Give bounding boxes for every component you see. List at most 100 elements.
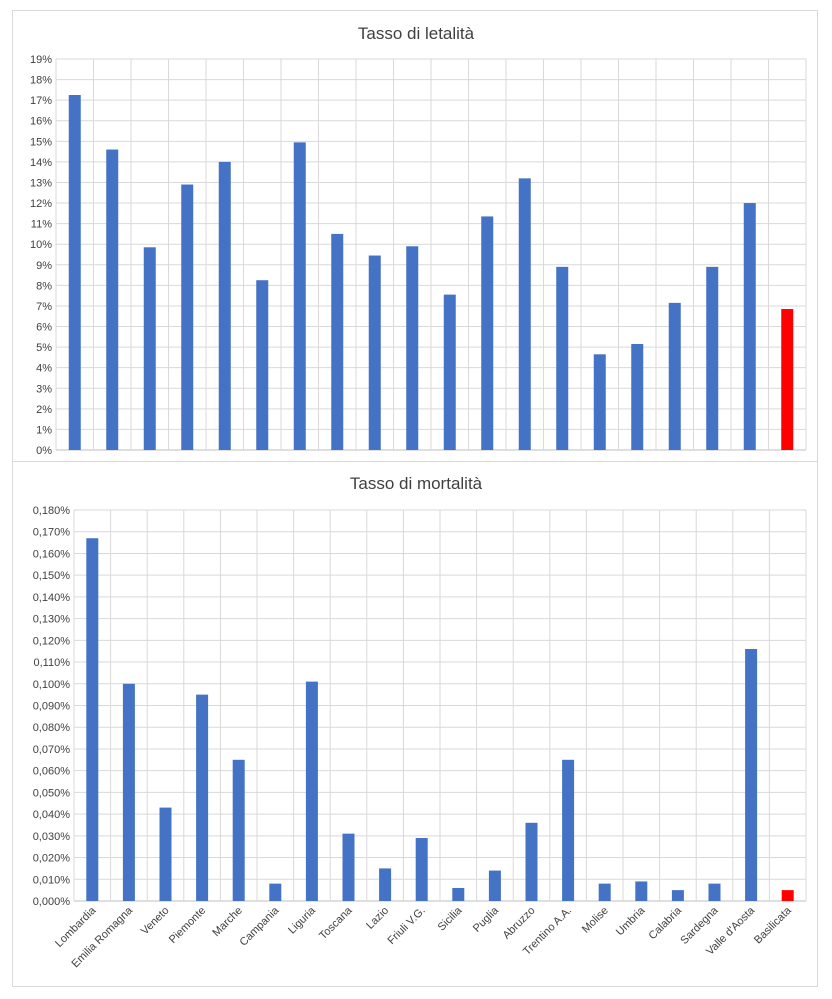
bar-friuli-v-g- bbox=[415, 838, 428, 901]
bars bbox=[68, 95, 794, 451]
x-tick-label: Piemonte bbox=[167, 905, 208, 946]
y-tick-label: 3% bbox=[36, 383, 52, 395]
bar-puglia bbox=[481, 216, 494, 450]
bar-lazio bbox=[368, 255, 381, 450]
bar-lombardia bbox=[68, 95, 81, 451]
bar-friuli-v-g- bbox=[406, 246, 419, 450]
y-tick-label: 0,020% bbox=[33, 853, 71, 865]
bar-veneto bbox=[143, 247, 156, 450]
y-tick-label: 0,080% bbox=[33, 722, 71, 734]
y-tick-label: 0,070% bbox=[33, 744, 71, 756]
bar-sardegna bbox=[706, 266, 719, 450]
bar-trentino-a-a- bbox=[556, 266, 569, 450]
bar-piemonte bbox=[196, 694, 209, 901]
y-tick-label: 19% bbox=[30, 54, 52, 66]
x-tick-label: Lazio bbox=[364, 905, 391, 932]
y-tick-label: 0% bbox=[36, 445, 52, 457]
y-tick-labels: 0,000% 0,010% 0,020% 0,030% 0,040% 0,050% 0,06… bbox=[33, 505, 71, 908]
y-tick-label: 0,090% bbox=[33, 701, 71, 713]
bar-abruzzo bbox=[525, 822, 538, 901]
y-tick-label: 10% bbox=[30, 239, 52, 251]
x-tick-label: Umbria bbox=[614, 904, 648, 938]
bar-molise bbox=[598, 883, 611, 901]
y-tick-label: 7% bbox=[36, 301, 52, 313]
bar-umbria bbox=[635, 881, 648, 901]
y-tick-label: 0,100% bbox=[33, 679, 71, 691]
y-tick-label: 0,160% bbox=[33, 548, 71, 560]
y-tick-label: 18% bbox=[30, 75, 52, 87]
bar-sicilia bbox=[452, 887, 465, 901]
y-tick-label: 0,130% bbox=[33, 614, 71, 626]
y-tick-label: 0,110% bbox=[34, 657, 71, 669]
y-tick-label: 16% bbox=[30, 116, 52, 128]
y-tick-label: 0,120% bbox=[33, 635, 71, 647]
x-tick-label: Veneto bbox=[139, 905, 172, 938]
bar-calabria bbox=[668, 302, 681, 450]
x-tick-label: Liguria bbox=[286, 904, 318, 936]
chart-mortalita-svg: Tasso di mortalità 0,000%0,010%0,020%0,0… bbox=[33, 474, 807, 970]
bar-emilia-romagna bbox=[106, 149, 119, 450]
bars bbox=[86, 538, 794, 901]
bar-toscana bbox=[342, 833, 355, 901]
y-tick-label: 0,150% bbox=[33, 570, 71, 582]
bar-umbria bbox=[631, 344, 644, 450]
bar-basilicata bbox=[781, 890, 794, 901]
y-tick-label: 0,010% bbox=[33, 874, 71, 886]
x-tick-label: Toscana bbox=[317, 904, 355, 942]
bar-liguria bbox=[305, 681, 318, 901]
bar-emilia-romagna bbox=[122, 683, 135, 901]
grid-lines bbox=[73, 509, 807, 902]
y-tick-label: 6% bbox=[36, 322, 52, 334]
bar-toscana bbox=[331, 233, 344, 450]
y-tick-label: 4% bbox=[36, 363, 52, 375]
y-tick-label: 13% bbox=[30, 177, 52, 189]
bar-piemonte bbox=[181, 184, 194, 450]
bar-lombardia bbox=[86, 538, 99, 901]
bar-lazio bbox=[379, 868, 392, 901]
bar-campania bbox=[256, 280, 269, 450]
bar-basilicata bbox=[781, 309, 794, 450]
y-tick-label: 15% bbox=[30, 136, 52, 148]
x-tick-label: Abruzzo bbox=[501, 905, 538, 942]
bar-sicilia bbox=[443, 294, 456, 450]
x-tick-label: Marche bbox=[210, 905, 244, 939]
y-tick-label: 5% bbox=[36, 342, 52, 354]
bar-valle-d-aosta bbox=[745, 649, 758, 901]
bar-campania bbox=[269, 883, 282, 901]
bar-sardegna bbox=[708, 883, 721, 901]
chart-letalita: Tasso di letalità 0% 1% 2% 3% 4% 5% 6% 7% 8% 9% 10… bbox=[12, 10, 818, 462]
y-tick-label: 0,050% bbox=[33, 787, 71, 799]
y-tick-label: 2% bbox=[36, 404, 52, 416]
chart-title: Tasso di mortalità bbox=[350, 474, 483, 493]
bar-molise bbox=[593, 354, 606, 450]
y-tick-label: 17% bbox=[30, 95, 52, 107]
y-tick-label: 0,180% bbox=[33, 505, 71, 517]
y-tick-label: 14% bbox=[30, 157, 52, 169]
y-tick-label: 0,040% bbox=[33, 809, 71, 821]
x-tick-label: Friuli V.G. bbox=[385, 905, 427, 947]
bar-trentino-a-a- bbox=[562, 759, 575, 901]
bar-valle-d-aosta bbox=[743, 203, 756, 450]
x-tick-label: Molise bbox=[580, 905, 611, 936]
bar-liguria bbox=[293, 142, 306, 451]
y-tick-label: 0,030% bbox=[33, 831, 71, 843]
bar-veneto bbox=[159, 807, 172, 901]
y-tick-label: 1% bbox=[36, 424, 52, 436]
y-tick-label: 12% bbox=[30, 198, 52, 210]
y-tick-label: 0,170% bbox=[33, 527, 71, 539]
bar-marche bbox=[232, 759, 245, 901]
grid-lines bbox=[55, 58, 807, 451]
chart-title: Tasso di letalità bbox=[358, 24, 475, 43]
bar-marche bbox=[218, 161, 231, 451]
y-tick-label: 8% bbox=[36, 280, 52, 292]
bar-calabria bbox=[671, 890, 684, 901]
chart-letalita-svg: Tasso di letalità 0% 1% 2% 3% 4% 5% 6% 7% 8% 9% 10… bbox=[30, 24, 807, 457]
x-tick-label: Basilicata bbox=[752, 904, 794, 946]
x-tick-label: Calabria bbox=[647, 904, 685, 942]
y-tick-label: 0,060% bbox=[33, 766, 71, 778]
bar-abruzzo bbox=[518, 178, 531, 450]
x-tick-label: Campania bbox=[237, 904, 282, 949]
chart-mortalita: Tasso di mortalità 0,000% 0,010% 0,020% 0,0… bbox=[12, 461, 818, 987]
y-tick-label: 0,140% bbox=[33, 592, 71, 604]
